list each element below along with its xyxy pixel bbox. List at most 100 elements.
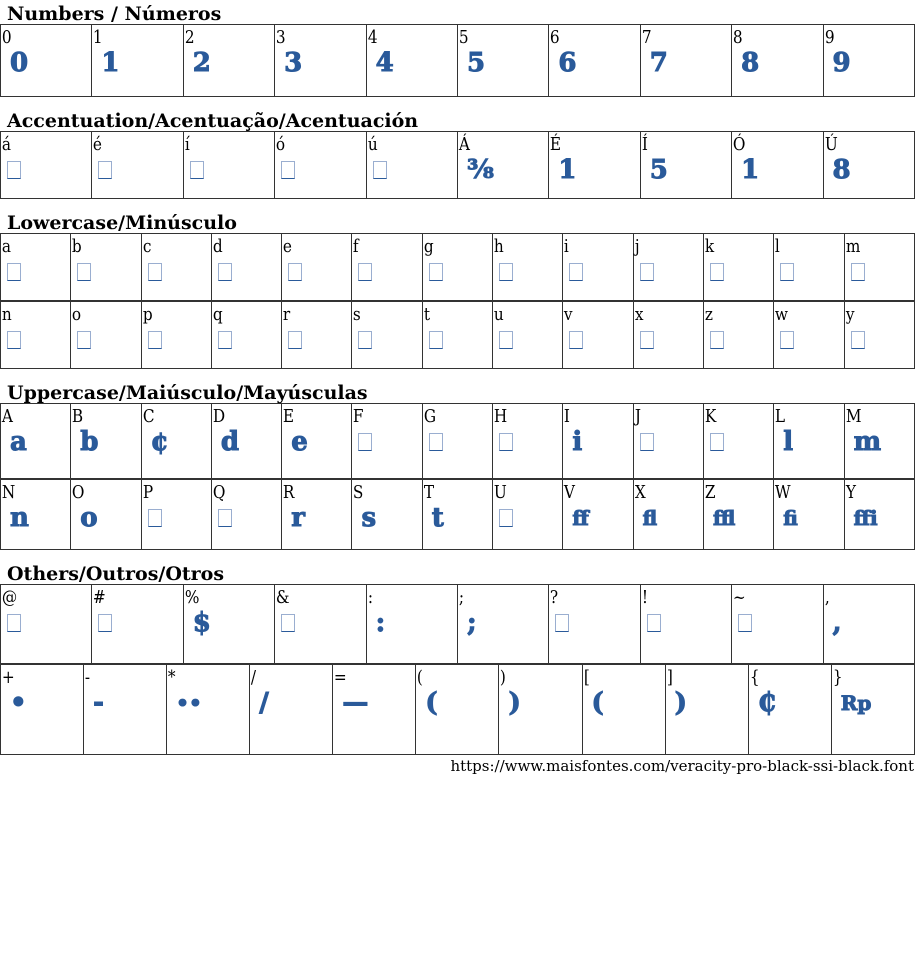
glyph-cell: * •• xyxy=(166,664,251,755)
glyph-sample: ( xyxy=(425,688,438,719)
character-label: ? xyxy=(550,587,559,608)
character-label: Ú xyxy=(824,134,838,155)
character-label: o xyxy=(72,304,82,325)
glyph-cell: (( xyxy=(415,664,500,755)
character-label: y xyxy=(845,304,855,325)
glyph-sample: ffl xyxy=(712,506,736,531)
glyph-cell: x xyxy=(632,301,704,369)
source-url[interactable]: https://www.maisfontes.com/veracity-pro-… xyxy=(450,757,914,775)
glyph-cell: {₵ xyxy=(747,664,832,755)
glyph-cell: K xyxy=(702,403,775,479)
section-title: Numbers / Números xyxy=(7,3,222,25)
missing-glyph-icon xyxy=(77,331,92,349)
character-label: q xyxy=(212,304,223,325)
character-label: A xyxy=(1,406,13,427)
glyph-cell: & xyxy=(274,584,367,664)
character-label: W xyxy=(775,482,791,503)
character-label: d xyxy=(212,236,223,257)
glyph-sample: 8 xyxy=(741,48,760,79)
character-label: n xyxy=(1,304,12,325)
glyph-cell: q xyxy=(210,301,283,369)
glyph-sample: t xyxy=(431,503,444,534)
missing-glyph-icon xyxy=(738,614,753,632)
character-label: s xyxy=(353,304,362,325)
glyph-cell: b xyxy=(70,233,142,301)
character-label: = xyxy=(334,667,347,688)
character-label: Y xyxy=(845,482,856,503)
character-label: Á xyxy=(458,134,470,155)
glyph-cell: ]) xyxy=(664,664,749,755)
character-label: 5 xyxy=(458,27,469,48)
character-label: ~ xyxy=(732,587,746,608)
character-label: Ó xyxy=(732,134,746,155)
glyph-sample: 5 xyxy=(649,155,668,186)
glyph-cell: ;; xyxy=(456,584,550,664)
character-label: É xyxy=(550,134,562,155)
character-label: G xyxy=(423,406,436,427)
character-label: z xyxy=(704,304,713,325)
character-label: V xyxy=(564,482,576,503)
character-label: ] xyxy=(666,667,673,688)
glyph-sample: i xyxy=(572,427,583,458)
character-label: 1 xyxy=(93,27,103,48)
missing-glyph-icon xyxy=(372,161,387,179)
glyph-cell: n xyxy=(0,301,72,369)
missing-glyph-icon xyxy=(147,263,162,281)
glyph-sample: l xyxy=(783,427,794,458)
section-title: Uppercase/Maiúsculo/Mayúsculas xyxy=(7,382,368,404)
glyph-sample: a xyxy=(9,427,27,458)
missing-glyph-icon xyxy=(780,331,795,349)
character-label: c xyxy=(142,236,152,257)
glyph-sample: e xyxy=(291,427,309,458)
section-title: Accentuation/Acentuação/Acentuación xyxy=(7,110,419,132)
glyph-cell: = — xyxy=(332,664,417,755)
character-label: 3 xyxy=(276,27,286,48)
missing-glyph-icon xyxy=(98,614,113,632)
missing-glyph-icon xyxy=(709,331,724,349)
glyph-cell: U xyxy=(492,479,564,550)
missing-glyph-icon xyxy=(780,263,795,281)
missing-glyph-icon xyxy=(569,331,584,349)
glyph-sample: m xyxy=(853,427,882,458)
glyph-sample: ff xyxy=(572,506,589,531)
character-label: á xyxy=(1,134,11,155)
character-label: b xyxy=(72,236,82,257)
glyph-sample: ₵ xyxy=(757,688,776,719)
glyph-sample: d xyxy=(220,427,240,458)
character-label: e xyxy=(283,236,293,257)
glyph-cell: ? xyxy=(548,584,641,664)
missing-glyph-icon xyxy=(709,433,724,451)
missing-glyph-icon xyxy=(499,433,514,451)
glyph-cell: ó xyxy=(274,131,367,199)
missing-glyph-icon xyxy=(7,331,21,349)
missing-glyph-icon xyxy=(639,263,654,281)
character-label: v xyxy=(564,304,573,325)
glyph-cell: é xyxy=(91,131,184,199)
glyph-cell: % $ xyxy=(182,584,276,664)
glyph-sample: fi xyxy=(783,506,799,531)
character-label: S xyxy=(353,482,364,503)
glyph-sample: 5 xyxy=(466,48,486,79)
character-label: { xyxy=(749,667,760,688)
glyph-cell: o xyxy=(70,301,142,369)
character-label: 6 xyxy=(550,27,560,48)
missing-glyph-icon xyxy=(569,263,584,281)
character-label: ( xyxy=(417,667,424,688)
missing-glyph-icon xyxy=(358,433,373,451)
missing-glyph-icon xyxy=(7,263,21,281)
character-label: L xyxy=(775,406,786,427)
glyph-sample: ) xyxy=(674,688,687,719)
character-label: u xyxy=(493,304,504,325)
character-label: N xyxy=(1,482,16,503)
glyph-cell: d xyxy=(210,233,283,301)
